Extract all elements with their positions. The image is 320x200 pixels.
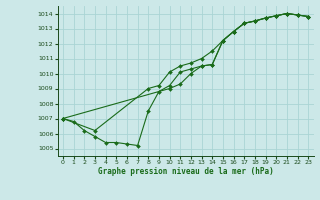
X-axis label: Graphe pression niveau de la mer (hPa): Graphe pression niveau de la mer (hPa): [98, 167, 274, 176]
